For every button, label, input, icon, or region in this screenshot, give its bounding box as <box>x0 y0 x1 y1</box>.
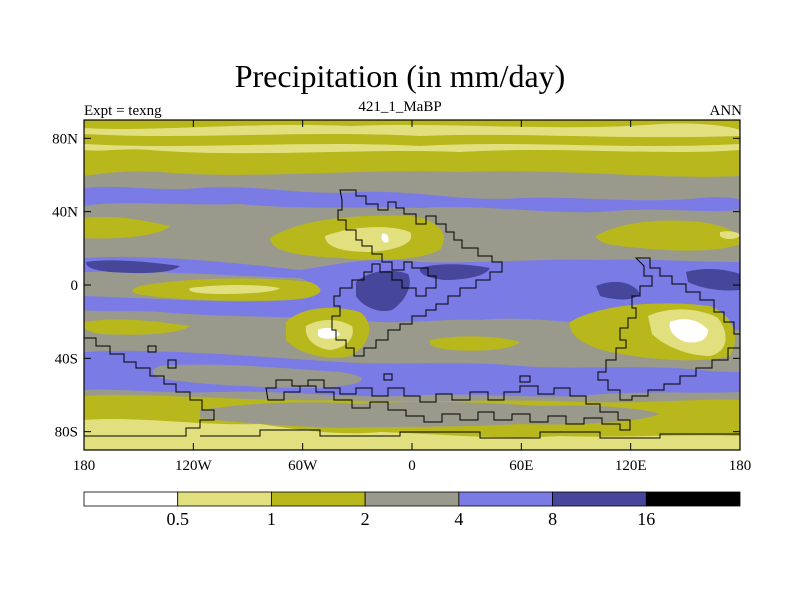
colorbar-label: 8 <box>548 509 557 529</box>
colorbar-swatch <box>552 491 647 507</box>
x-tick-label: 120E <box>615 458 647 474</box>
season-label: ANN <box>709 103 743 119</box>
colorbar-label: 2 <box>361 509 370 529</box>
experiment-label: Expt = texng <box>84 103 162 119</box>
field-dry-south-atlantic <box>429 336 520 351</box>
field-dry-sahara-peak <box>381 233 389 243</box>
field-wet-indian <box>419 264 490 280</box>
field-wet-amazon <box>356 270 410 312</box>
colorbar-swatch <box>364 491 460 507</box>
continent-outlines <box>84 189 740 439</box>
y-tick-label: 40N <box>52 205 78 221</box>
coast-north-america <box>331 189 503 357</box>
colorbar-label: 4 <box>454 509 463 529</box>
field-band-arctic-inner <box>84 134 740 146</box>
colorbar-swatch <box>458 491 553 507</box>
colorbar-swatch <box>271 491 366 507</box>
field-wet-west-pacific <box>86 260 180 274</box>
field-antarctic-continent <box>200 401 660 428</box>
chart-title: Precipitation (in mm/day) <box>234 58 566 94</box>
colorbar-label: 0.5 <box>166 509 189 529</box>
y-tick-label: 80S <box>55 425 78 441</box>
colorbar-swatch <box>645 491 741 507</box>
coast-south-america-west <box>84 337 215 437</box>
time-label: 421_1_MaBP <box>358 99 442 115</box>
coast-small-islands <box>147 345 531 383</box>
field-dry-asia-east <box>596 220 740 251</box>
field-itcz <box>84 256 740 330</box>
precip-field <box>84 120 740 450</box>
field-storm-track-north <box>84 186 740 213</box>
field-dry-south-pacific <box>84 319 190 335</box>
field-dry-south-africa-peak <box>318 327 340 339</box>
colorbar-label: 1 <box>267 509 276 529</box>
field-dry-north-pacific <box>84 216 170 239</box>
coast-antarctica <box>265 379 631 431</box>
field-dry-sahara-core <box>325 227 412 252</box>
y-tick-label: 0 <box>71 278 79 294</box>
colorbar: 0.5 1 2 4 8 16 <box>83 491 741 529</box>
x-tick-label: 60W <box>288 458 318 474</box>
x-tick-label: 0 <box>408 458 416 474</box>
coast-antarctica-south <box>200 429 740 439</box>
field-dry-asia-core <box>720 231 740 239</box>
field-dry-australia-core <box>669 319 708 343</box>
field-wet-pacific-east <box>686 268 740 291</box>
field-wet-maritime <box>596 281 640 300</box>
y-tick-label: 80N <box>52 131 78 147</box>
x-tick-label: 60E <box>509 458 533 474</box>
x-tick-label: 180 <box>729 458 752 474</box>
y-axis: 80N 40N 0 40S 80S <box>52 131 740 441</box>
y-tick-label: 40S <box>55 351 78 367</box>
colorbar-swatch <box>177 491 272 507</box>
field-equatorial-dry-core <box>189 285 280 294</box>
x-tick-label: 120W <box>175 458 213 474</box>
field-storm-track-south-gap <box>152 364 362 388</box>
colorbar-label: 16 <box>637 509 655 529</box>
x-tick-label: 180 <box>73 458 96 474</box>
coast-asia-australia <box>597 257 740 401</box>
x-axis: 180 120W 60W 0 60E 120E 180 <box>73 120 752 474</box>
field-band-antarctic-light <box>84 419 740 450</box>
colorbar-swatch <box>83 491 179 507</box>
